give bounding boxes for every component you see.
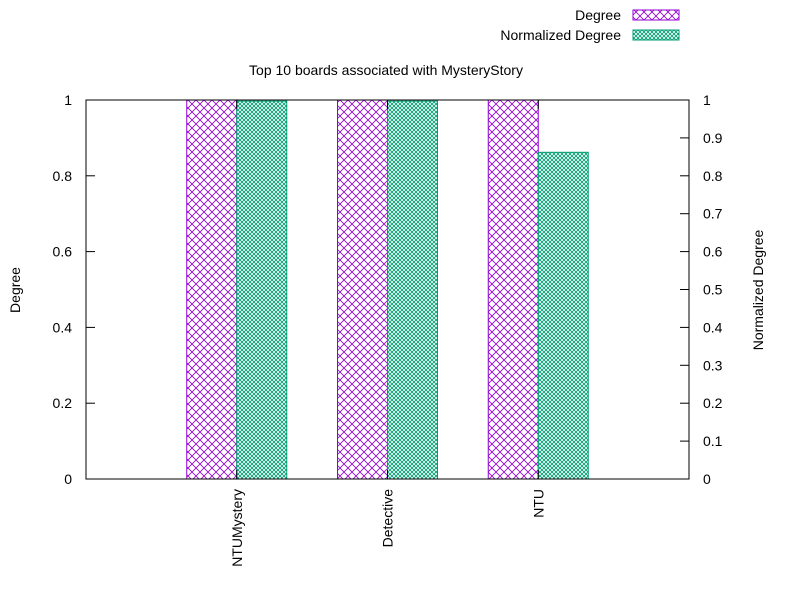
ticks: 0 0.2 0.4 0.6 0.8 1 0 0.1 0.2 0.3 0.4 0.5 0.6 0.7 0.8 0… bbox=[53, 92, 723, 567]
legend-label-degree: Degree bbox=[575, 7, 621, 23]
y2-tick-label: 0.2 bbox=[703, 395, 723, 411]
x-tick-label: Detective bbox=[380, 489, 396, 548]
y-tick-label: 0.4 bbox=[53, 319, 73, 335]
bars bbox=[186, 99, 589, 480]
y2-tick-label: 0.6 bbox=[703, 244, 723, 260]
y2-tick-label: 0.3 bbox=[703, 357, 723, 373]
y-tick-label: 0.6 bbox=[53, 244, 73, 260]
x-tick-label: NTUMystery bbox=[229, 489, 245, 567]
y-tick-label: 0 bbox=[64, 471, 72, 487]
y2-axis-label: Normalized Degree bbox=[750, 229, 766, 350]
y2-tick-label: 0.1 bbox=[703, 433, 723, 449]
y2-tick-label: 0.5 bbox=[703, 282, 723, 298]
chart-title: Top 10 boards associated with MysterySto… bbox=[249, 62, 523, 78]
plot-frame bbox=[85, 99, 690, 480]
y2-tick-label: 0.9 bbox=[703, 130, 723, 146]
y2-tick-label: 0.7 bbox=[703, 206, 723, 222]
legend-label-normalized-degree: Normalized Degree bbox=[500, 27, 621, 43]
y2-tick-label: 0.4 bbox=[703, 319, 723, 335]
y2-tick-label: 0.8 bbox=[703, 168, 723, 184]
legend: Degree Normalized Degree bbox=[500, 7, 680, 43]
legend-swatch-degree bbox=[632, 9, 680, 21]
bar-normalized-degree-detective bbox=[387, 100, 438, 480]
y2-tick-label: 0 bbox=[703, 471, 711, 487]
y-tick-label: 0.8 bbox=[53, 168, 73, 184]
bar-normalized-degree-ntu bbox=[537, 151, 589, 480]
x-tick-label: NTU bbox=[530, 489, 546, 518]
bar-degree-ntumystery bbox=[186, 99, 238, 480]
bar-degree-ntu bbox=[487, 99, 539, 480]
bar-normalized-degree-ntumystery bbox=[236, 100, 288, 480]
y-tick-label: 1 bbox=[64, 92, 72, 108]
y-axis-label: Degree bbox=[7, 267, 23, 313]
bar-degree-detective bbox=[337, 99, 388, 480]
y2-tick-label: 1 bbox=[703, 92, 711, 108]
legend-swatch-normalized-degree bbox=[632, 29, 680, 41]
y-tick-label: 0.2 bbox=[53, 395, 73, 411]
